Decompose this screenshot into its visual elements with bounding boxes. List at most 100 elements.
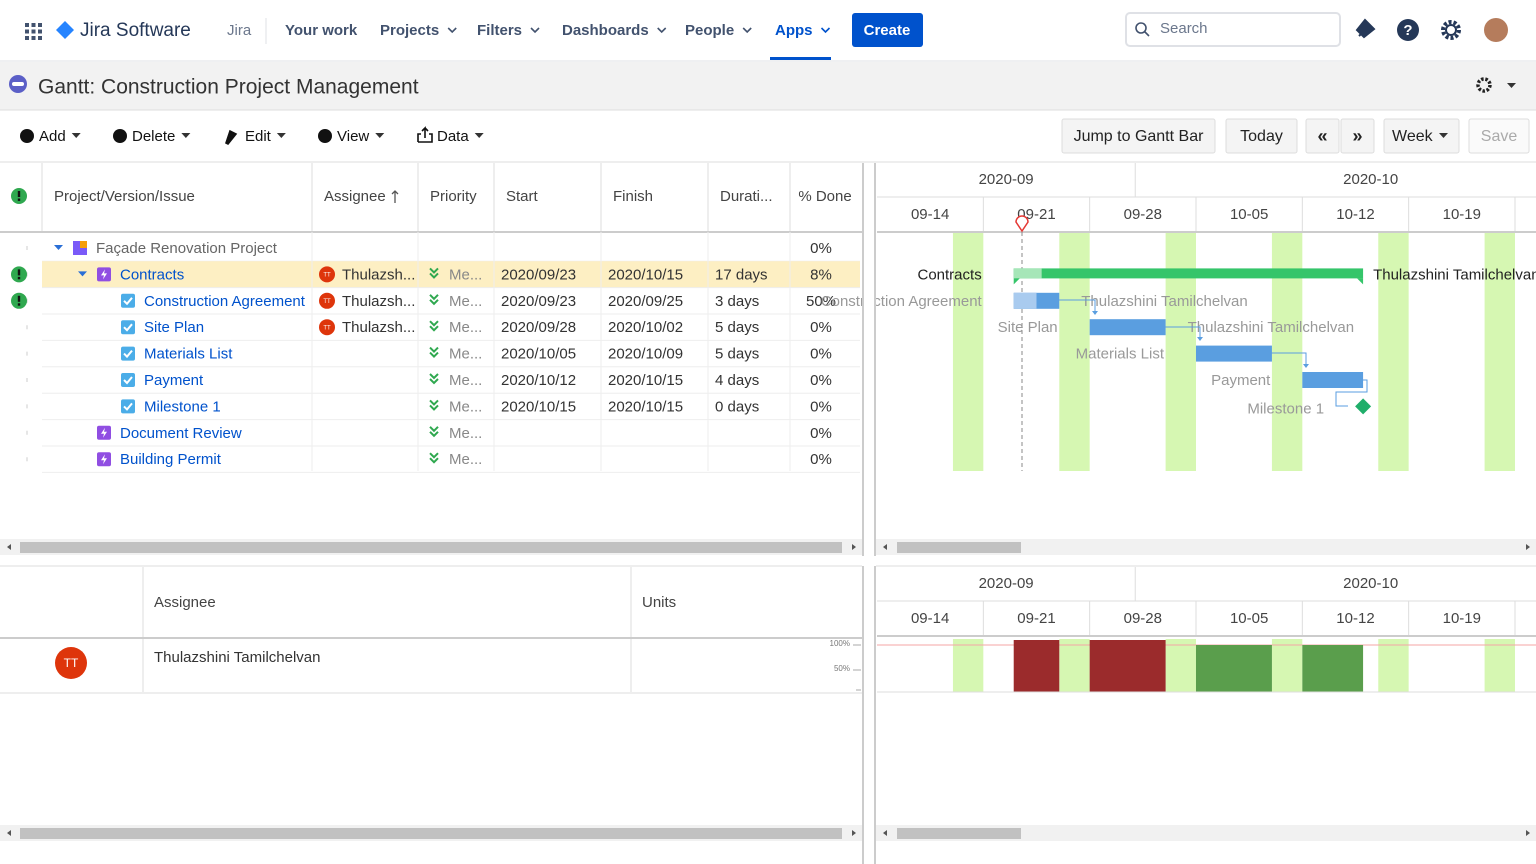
task-check (123, 402, 133, 411)
toolbar-button-label[interactable]: Today (1240, 128, 1283, 145)
assignee-initials: TT (323, 299, 331, 305)
week-label: 10-19 (1443, 610, 1481, 627)
start-date: 2020/09/23 (501, 266, 576, 283)
priority: Me... (449, 398, 482, 415)
chevron-icon (530, 27, 540, 34)
toolbar-action[interactable]: View (337, 128, 369, 145)
toolbar-button[interactable] (1225, 118, 1298, 154)
column-header[interactable]: Start (506, 188, 539, 205)
task-bar[interactable] (1089, 319, 1166, 336)
task-bar[interactable] (1302, 372, 1364, 388)
caret-icon (181, 133, 191, 138)
toolbar-button-label[interactable]: « (1317, 126, 1327, 146)
warning-dot (17, 276, 21, 280)
load-scale-label: 50% (834, 664, 850, 673)
chevron-icon (742, 27, 752, 34)
gantt-task-label: Contracts (918, 266, 982, 283)
task-icon (121, 293, 135, 308)
resource-load-bar (1195, 645, 1272, 692)
scrollbar-thumb[interactable] (20, 828, 842, 839)
header-settings (1476, 77, 1492, 93)
page-header (0, 62, 1536, 110)
percent-done: 0% (810, 346, 832, 363)
nav-item[interactable]: Apps (775, 22, 813, 39)
create-button[interactable] (852, 13, 923, 47)
caret-icon (375, 133, 385, 138)
caret-icon (276, 133, 286, 138)
priority-icon (429, 378, 439, 385)
toolbar-action[interactable]: Add (39, 128, 66, 145)
toolbar-button-label[interactable]: Save (1481, 128, 1518, 145)
nav-active-underline (770, 57, 831, 60)
create-label[interactable]: Create (864, 22, 911, 39)
search-icon-handle (1144, 31, 1150, 37)
nav-item[interactable]: People (685, 22, 734, 39)
month-label: 2020-10 (1343, 575, 1398, 592)
warning-dot (17, 303, 21, 306)
settings-icon (1441, 20, 1461, 40)
milestone[interactable] (1355, 398, 1372, 415)
apps-dot (25, 29, 29, 34)
summary-bar[interactable] (1013, 268, 1364, 279)
priority: Me... (449, 425, 482, 442)
toolbar-button[interactable] (1305, 118, 1340, 154)
search-placeholder: Search (1160, 20, 1208, 37)
column-header[interactable]: % Done (798, 188, 851, 205)
task-bar[interactable] (1195, 345, 1272, 362)
column-header[interactable]: Finish (613, 188, 653, 205)
issue-name[interactable]: Milestone 1 (144, 398, 221, 415)
task-check (123, 376, 133, 385)
toolbar-button-label[interactable]: Jump to Gantt Bar (1074, 128, 1205, 145)
column-header[interactable]: Durati... (720, 188, 773, 205)
scrollbar-track (876, 539, 1536, 555)
scrollbar-track (876, 825, 1536, 841)
toolbar-action[interactable]: Edit (245, 128, 272, 145)
assignee: Thulazsh... (342, 266, 415, 283)
apps-dot (25, 23, 29, 27)
assignee-initials: TT (323, 325, 331, 331)
toolbar-icon (318, 129, 332, 143)
issue-name[interactable]: Contracts (120, 266, 184, 283)
nav-item[interactable]: Your work (285, 22, 358, 39)
caret-icon (1439, 133, 1448, 138)
toolbar-button[interactable] (1383, 118, 1460, 154)
toolbar-button[interactable] (1468, 118, 1530, 154)
nav-item[interactable]: Projects (380, 22, 439, 39)
month-label: 2020-09 (979, 575, 1034, 592)
issue-name[interactable]: Document Review (120, 425, 242, 442)
column-header[interactable]: Priority (430, 188, 477, 205)
column-header[interactable]: Assignee (324, 188, 386, 205)
scrollbar-thumb[interactable] (897, 542, 1021, 553)
issue-name[interactable]: Payment (144, 372, 204, 389)
week-label: 10-05 (1230, 206, 1268, 223)
weekend-band (952, 639, 984, 692)
resource-avatar (55, 647, 87, 679)
issue-name[interactable]: Construction Agreement (144, 293, 306, 310)
priority-icon (429, 457, 439, 464)
toolbar-button[interactable] (1061, 118, 1216, 154)
scrollbar-thumb[interactable] (20, 542, 842, 553)
nav-item[interactable]: Dashboards (562, 22, 649, 39)
scrollbar-thumb[interactable] (897, 828, 1021, 839)
issue-name: Façade Renovation Project (96, 240, 278, 257)
assignee-initials: TT (323, 272, 331, 278)
priority: Me... (449, 293, 482, 310)
finish-date: 2020/10/09 (608, 346, 683, 363)
percent-done: 0% (810, 319, 832, 336)
duration: 5 days (715, 346, 759, 363)
toolbar-button[interactable] (1340, 118, 1375, 154)
toolbar-action[interactable]: Delete (132, 128, 175, 145)
issue-name[interactable]: Building Permit (120, 451, 222, 468)
toolbar-action[interactable]: Data (437, 128, 469, 145)
search-box[interactable] (1125, 12, 1341, 47)
weekend-band (1484, 639, 1515, 692)
task-check (123, 297, 133, 306)
issue-name[interactable]: Site Plan (144, 319, 204, 336)
issue-name[interactable]: Materials List (144, 346, 233, 363)
finish-date: 2020/10/15 (608, 398, 683, 415)
column-header[interactable]: Project/Version/Issue (54, 188, 195, 205)
toolbar-button-label[interactable]: » (1352, 126, 1362, 146)
nav-item[interactable]: Filters (477, 22, 522, 39)
toolbar-button-label[interactable]: Week (1392, 128, 1434, 145)
